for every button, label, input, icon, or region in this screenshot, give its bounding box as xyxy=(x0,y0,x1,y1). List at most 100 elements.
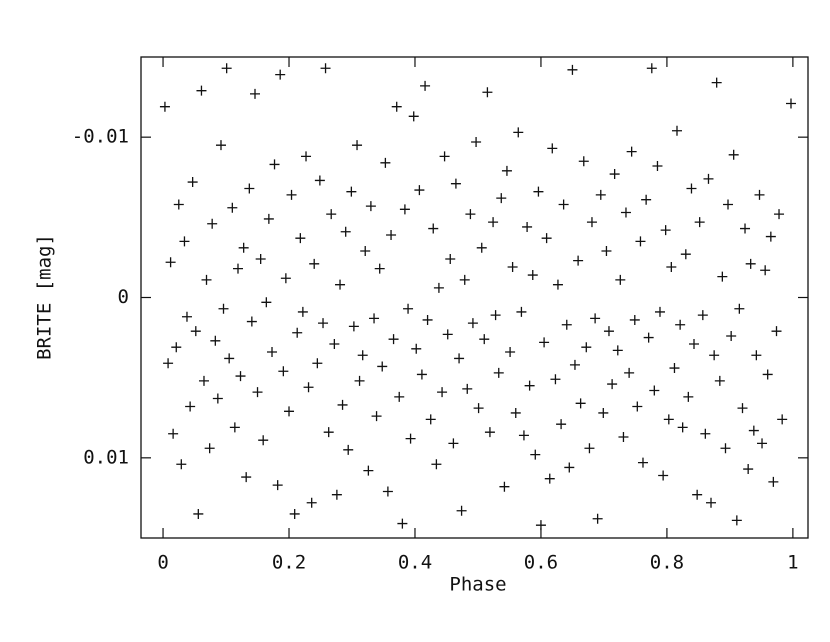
data-point xyxy=(190,326,201,337)
data-point xyxy=(459,274,470,285)
data-point xyxy=(632,401,643,412)
data-point xyxy=(397,518,408,529)
data-point xyxy=(227,202,238,213)
data-point xyxy=(258,435,269,446)
data-point xyxy=(386,229,397,240)
data-point xyxy=(289,508,300,519)
data-point xyxy=(734,303,745,314)
data-point xyxy=(660,225,671,236)
data-point xyxy=(575,398,586,409)
data-point xyxy=(224,353,235,364)
data-point xyxy=(246,316,257,327)
data-point xyxy=(301,151,312,162)
data-point xyxy=(357,350,368,361)
data-point xyxy=(754,189,765,200)
data-point xyxy=(403,303,414,314)
data-point xyxy=(731,515,742,526)
data-point xyxy=(603,326,614,337)
data-point xyxy=(703,173,714,184)
data-point xyxy=(499,481,510,492)
data-point xyxy=(323,427,334,438)
data-point xyxy=(624,367,635,378)
data-point xyxy=(309,258,320,269)
data-point xyxy=(595,189,606,200)
data-point xyxy=(527,270,538,281)
data-point xyxy=(408,111,419,122)
data-point xyxy=(354,375,365,386)
data-point xyxy=(235,371,246,382)
data-point xyxy=(700,428,711,439)
data-point xyxy=(263,213,274,224)
data-point xyxy=(677,422,688,433)
y-tick-label: -0.01 xyxy=(72,126,129,148)
y-tick-label: 0 xyxy=(118,286,129,308)
data-point xyxy=(615,274,626,285)
data-point xyxy=(371,411,382,422)
data-point xyxy=(181,311,192,322)
data-point xyxy=(380,157,391,168)
data-point xyxy=(255,254,266,265)
data-point xyxy=(592,513,603,524)
data-point xyxy=(522,221,533,232)
data-point xyxy=(581,342,592,353)
data-point xyxy=(641,194,652,205)
data-point xyxy=(496,193,507,204)
data-point xyxy=(326,209,337,220)
data-point xyxy=(187,177,198,188)
data-point xyxy=(456,505,467,516)
data-point xyxy=(286,189,297,200)
data-point xyxy=(179,236,190,247)
data-point xyxy=(420,80,431,91)
data-point xyxy=(306,497,317,508)
data-point xyxy=(212,393,223,404)
data-point xyxy=(601,246,612,257)
data-point xyxy=(198,375,209,386)
data-point xyxy=(586,217,597,228)
data-point xyxy=(173,199,184,210)
data-point xyxy=(751,350,762,361)
data-point xyxy=(292,327,303,338)
data-point xyxy=(471,136,482,147)
data-point xyxy=(244,183,255,194)
data-point xyxy=(490,310,501,321)
data-point xyxy=(785,98,796,109)
data-point xyxy=(635,236,646,247)
data-point xyxy=(697,310,708,321)
data-point xyxy=(663,414,674,425)
data-point xyxy=(745,258,756,269)
data-point xyxy=(748,425,759,436)
data-point xyxy=(346,186,357,197)
data-point xyxy=(275,69,286,80)
data-point xyxy=(558,199,569,210)
data-point xyxy=(343,444,354,455)
data-point xyxy=(618,431,629,442)
data-point xyxy=(448,438,459,449)
x-axis-label: Phase xyxy=(449,574,506,596)
data-point xyxy=(439,151,450,162)
data-point xyxy=(425,414,436,425)
data-point xyxy=(717,271,728,282)
data-point xyxy=(771,326,782,337)
data-point xyxy=(533,186,544,197)
data-point xyxy=(561,319,572,330)
data-point xyxy=(760,265,771,276)
data-point xyxy=(297,306,308,317)
data-point xyxy=(637,457,648,468)
data-point xyxy=(556,419,567,430)
data-point xyxy=(204,443,215,454)
data-point xyxy=(573,255,584,266)
data-point xyxy=(765,231,776,242)
data-point xyxy=(221,63,232,74)
data-point xyxy=(454,353,465,364)
data-point xyxy=(280,273,291,284)
data-point xyxy=(777,414,788,425)
data-point xyxy=(711,77,722,88)
data-point xyxy=(510,407,521,418)
data-point xyxy=(352,140,363,151)
data-point xyxy=(428,223,439,234)
data-point xyxy=(706,497,717,508)
data-point xyxy=(215,140,226,151)
data-point xyxy=(473,403,484,414)
data-point xyxy=(550,374,561,385)
